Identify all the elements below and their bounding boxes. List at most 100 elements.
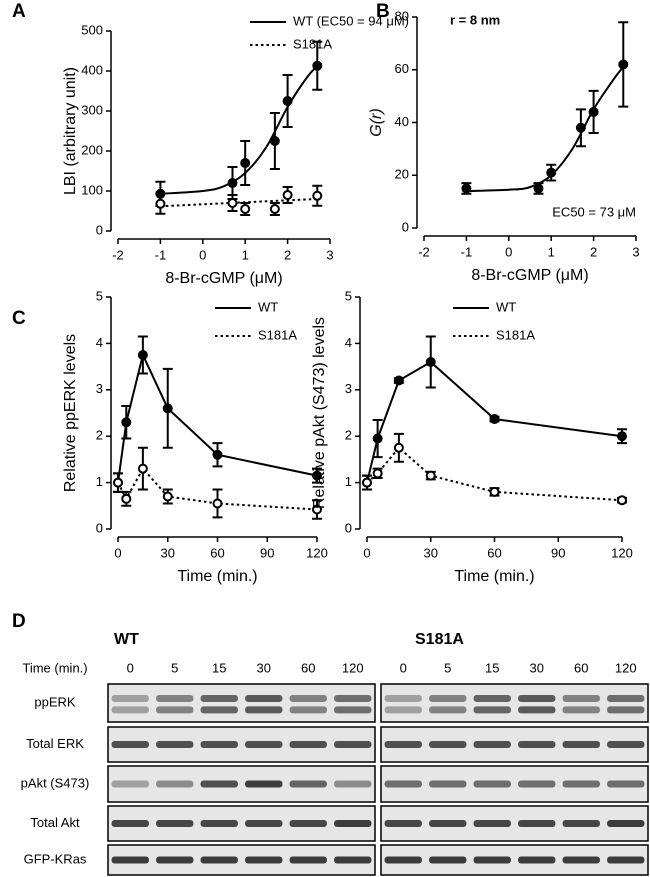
blot-frame: [107, 844, 376, 876]
y-axis-label: G(r): [368, 108, 385, 136]
band: [607, 706, 645, 714]
y-tick-label: 0: [96, 222, 103, 237]
band: [245, 780, 283, 788]
x-tick-label: 90: [551, 545, 565, 560]
panel-label: C: [12, 308, 26, 329]
point: [121, 493, 132, 504]
panel-label: D: [12, 611, 26, 632]
band: [156, 780, 194, 788]
line: [117, 352, 318, 483]
legend-label: WT: [258, 299, 278, 314]
band: [384, 856, 422, 864]
band: [607, 780, 645, 788]
band: [518, 694, 556, 702]
time-label: 0: [400, 660, 407, 675]
band: [111, 856, 149, 864]
band: [111, 820, 149, 827]
band: [156, 856, 194, 864]
band: [334, 780, 372, 788]
point: [425, 470, 436, 481]
legend-label: WT: [496, 299, 516, 314]
x-tick-label: 60: [210, 545, 224, 560]
legend-label: S181A: [258, 327, 297, 342]
annotation: r = 8 nm: [450, 12, 500, 27]
point: [269, 204, 280, 214]
x-tick-label: 60: [487, 545, 501, 560]
band: [607, 820, 645, 827]
group-label: S181A: [415, 631, 464, 648]
point: [312, 504, 322, 515]
band: [562, 780, 600, 788]
band: [384, 741, 422, 748]
x-tick-label: 1: [548, 244, 555, 259]
band: [518, 780, 556, 788]
band: [562, 820, 600, 827]
band: [156, 694, 194, 702]
time-label: 30: [257, 660, 271, 675]
band: [334, 694, 372, 702]
band: [245, 741, 283, 748]
point: [575, 122, 586, 133]
y-tick-label: 5: [96, 288, 103, 303]
y-tick-label: 0: [345, 520, 352, 535]
point: [137, 350, 148, 360]
time-label: 30: [530, 660, 544, 675]
x-tick-label: 0: [505, 244, 512, 259]
y-tick-label: 5: [345, 288, 352, 303]
band: [289, 856, 327, 864]
band: [518, 741, 556, 748]
point: [489, 414, 500, 425]
band: [200, 741, 238, 748]
band: [562, 706, 600, 714]
band: [245, 856, 283, 864]
band: [429, 780, 467, 788]
point: [588, 106, 599, 117]
time-header: Time (min.): [22, 660, 87, 675]
band: [384, 780, 422, 788]
point: [546, 167, 557, 178]
x-tick-label: 3: [326, 247, 333, 262]
time-label: 5: [171, 660, 178, 675]
band: [473, 706, 511, 714]
band: [518, 820, 556, 827]
band: [111, 694, 149, 702]
x-tick-label: 30: [161, 545, 175, 560]
legend-label: S181A: [496, 327, 535, 342]
y-tick-label: 2: [96, 428, 103, 443]
row-label: Total Akt: [30, 815, 80, 830]
x-tick-label: 0: [114, 545, 121, 560]
point: [425, 356, 436, 367]
x-tick-label: -2: [112, 247, 124, 262]
band: [289, 706, 327, 714]
band: [334, 741, 372, 748]
point: [312, 190, 323, 201]
band: [289, 741, 327, 748]
band: [156, 706, 194, 714]
band: [429, 741, 467, 748]
point: [155, 198, 166, 209]
time-label: 120: [615, 660, 637, 675]
band: [429, 706, 467, 714]
line: [366, 360, 623, 483]
band: [245, 820, 283, 827]
annotation: EC50 = 73 μM: [552, 204, 636, 219]
band: [518, 856, 556, 864]
band: [289, 694, 327, 702]
point: [618, 59, 629, 70]
y-tick-label: 20: [395, 167, 409, 182]
point: [240, 204, 251, 214]
blot-frame: [107, 805, 376, 842]
x-axis-label: 8-Br-cGMP (μM): [471, 267, 588, 284]
time-label: 5: [444, 660, 451, 675]
point: [113, 477, 123, 488]
blot-frame: [380, 726, 649, 763]
band: [473, 694, 511, 702]
x-tick-label: 1: [242, 247, 249, 262]
x-axis-label: Time (min.): [454, 568, 534, 585]
y-axis-label: Relative ppERK levels: [62, 334, 79, 492]
band: [562, 856, 600, 864]
point: [617, 495, 627, 506]
y-tick-label: 60: [395, 61, 409, 76]
band: [473, 780, 511, 788]
blot-frame: [380, 683, 649, 723]
